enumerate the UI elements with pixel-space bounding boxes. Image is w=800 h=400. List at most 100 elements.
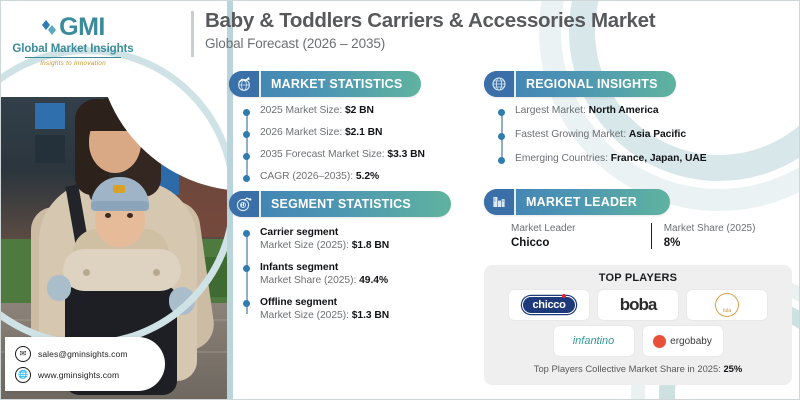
segment-metric-value: 49.4% xyxy=(359,275,389,286)
stat-value: $2 BN xyxy=(344,105,374,116)
segment-metric-label: Market Share (2025): xyxy=(260,275,357,286)
bullet-dot xyxy=(243,174,250,182)
gmi-logo[interactable]: GMI Global Market Insights Insights to I… xyxy=(11,13,135,68)
stat-value: $2.1 BN xyxy=(344,126,383,138)
region-label: Fastest Growing Market: xyxy=(515,128,627,140)
ergobaby-wordmark: ergobaby xyxy=(670,335,712,347)
section-label: REGIONAL INSIGHTS xyxy=(526,77,658,91)
pill-divider xyxy=(514,71,516,97)
list-item: CAGR (2026–2035): 5.2% xyxy=(243,171,493,184)
leader-label: Market Leader xyxy=(511,223,576,234)
region-value: North America xyxy=(588,105,659,116)
stat-label: 2025 Market Size: xyxy=(260,105,343,116)
contact-website-row[interactable]: 🌐 www.gminsights.com xyxy=(15,366,165,383)
bullet-dot xyxy=(243,152,250,160)
contact-panel: ✉ sales@gminsights.com 🌐 www.gminsights.… xyxy=(5,337,165,391)
top-players-row-1: chicco boba tula xyxy=(494,290,782,320)
section-header-regional-insights[interactable]: REGIONAL INSIGHTS xyxy=(484,71,676,97)
bullet-dot xyxy=(498,132,505,140)
header-accent-bar xyxy=(191,11,194,57)
segment-name: Infants segment xyxy=(260,262,339,273)
top-players-panel: TOP PLAYERS chicco boba tula infantino e… xyxy=(484,265,792,385)
list-spine xyxy=(246,112,248,177)
section-label: MARKET LEADER xyxy=(526,195,637,209)
section-header-market-leader[interactable]: MARKET LEADER xyxy=(484,189,670,215)
list-item: Fastest Growing Market: Asia Pacific xyxy=(498,129,788,142)
bullet-dot xyxy=(498,156,505,164)
list-item: Carrier segment Market Size (2025): $1.8… xyxy=(243,227,493,251)
logo-divider xyxy=(25,57,121,58)
list-item: 2026 Market Size: $2.1 BN xyxy=(243,127,493,140)
chicco-wordmark: chicco xyxy=(522,294,576,314)
list-item: 2035 Forecast Market Size: $3.3 BN xyxy=(243,149,493,162)
logo-tagline: Insights to Innovation xyxy=(40,60,106,67)
region-value: Asia Pacific xyxy=(628,128,687,140)
stat-value: $3.3 BN xyxy=(387,148,425,160)
header: Baby & Toddlers Carriers & Accessories M… xyxy=(191,9,711,57)
list-item: 2025 Market Size: $2 BN xyxy=(243,105,493,118)
list-item: Largest Market: North America xyxy=(498,105,788,118)
infantino-wordmark: infantino xyxy=(572,335,615,347)
section-label: MARKET STATISTICS xyxy=(271,77,403,91)
page-subtitle: Global Forecast (2026 – 2035) xyxy=(205,35,386,51)
factory-icon xyxy=(484,189,514,215)
tula-wordmark: tula xyxy=(715,293,739,317)
leader-value: Chicco xyxy=(511,237,550,249)
list-item: Emerging Countries: France, Japan, UAE xyxy=(498,153,788,166)
bullet-dot xyxy=(243,300,250,307)
pill-divider xyxy=(514,189,516,215)
stat-value: 5.2% xyxy=(355,170,380,182)
hero-photo-panel xyxy=(1,1,233,399)
region-label: Largest Market: xyxy=(515,105,586,116)
share-value: 8% xyxy=(663,237,681,249)
segment-metric-value: $1.8 BN xyxy=(351,240,390,251)
player-logo-chicco[interactable]: chicco xyxy=(509,290,589,320)
bullet-dot xyxy=(243,130,250,138)
logo-subtitle: Global Market Insights xyxy=(12,43,134,55)
stat-label: CAGR (2026–2035): xyxy=(260,170,354,182)
player-logo-boba[interactable]: boba xyxy=(598,290,678,320)
logo-main-text: GMI xyxy=(59,13,105,41)
collective-share-value: 25% xyxy=(723,363,743,374)
ergobaby-mark-icon xyxy=(653,334,667,348)
segment-metric-label: Market Size (2025): xyxy=(260,310,349,321)
envelope-icon: ✉ xyxy=(15,345,31,362)
section-header-segment-statistics[interactable]: SEGMENT STATISTICS xyxy=(229,191,451,217)
segment-name: Offline segment xyxy=(260,297,338,308)
section-label: SEGMENT STATISTICS xyxy=(271,197,411,211)
top-players-footer: Top Players Collective Market Share in 2… xyxy=(494,363,782,374)
contact-email-row[interactable]: ✉ sales@gminsights.com xyxy=(15,345,165,362)
segment-metric-label: Market Size (2025): xyxy=(260,240,349,251)
segment-metric-value: $1.3 BN xyxy=(351,310,390,321)
list-item: Offline segment Market Size (2025): $1.3… xyxy=(243,297,493,321)
stat-label: 2035 Forecast Market Size: xyxy=(260,148,385,160)
player-logo-infantino[interactable]: infantino xyxy=(553,326,634,356)
bullet-dot xyxy=(243,230,250,237)
page-title: Baby & Toddlers Carriers & Accessories M… xyxy=(205,9,656,32)
regional-insights-list: Largest Market: North America Fastest Gr… xyxy=(498,105,788,166)
list-spine xyxy=(246,234,248,314)
pill-divider xyxy=(259,191,261,217)
market-statistics-list: 2025 Market Size: $2 BN 2026 Market Size… xyxy=(243,105,493,183)
stat-label: 2026 Market Size: xyxy=(260,126,343,138)
section-header-market-statistics[interactable]: MARKET STATISTICS xyxy=(229,71,421,97)
market-leader-name-block: Market Leader Chicco xyxy=(511,223,651,249)
boba-wordmark: boba xyxy=(619,295,658,314)
player-logo-ergobaby[interactable]: ergobaby xyxy=(642,326,723,356)
contact-email: sales@gminsights.com xyxy=(38,348,128,359)
market-leader-body: Market Leader Chicco Market Share (2025)… xyxy=(511,223,791,249)
region-value: France, Japan, UAE xyxy=(610,152,707,164)
market-leader-share-block: Market Share (2025) 8% xyxy=(650,223,791,249)
collective-share-label: Top Players Collective Market Share in 2… xyxy=(533,363,721,374)
pill-divider xyxy=(259,71,261,97)
diamond-icon xyxy=(42,19,57,35)
segment-name: Carrier segment xyxy=(260,227,339,238)
player-logo-tula[interactable]: tula xyxy=(687,290,767,320)
bullet-dot xyxy=(498,109,505,116)
share-label: Market Share (2025) xyxy=(663,223,756,234)
globe-icon: 🌐 xyxy=(15,366,31,383)
contact-website: www.gminsights.com xyxy=(38,369,120,380)
top-players-title: TOP PLAYERS xyxy=(598,272,678,284)
list-item: Infants segment Market Share (2025): 49.… xyxy=(243,262,493,286)
